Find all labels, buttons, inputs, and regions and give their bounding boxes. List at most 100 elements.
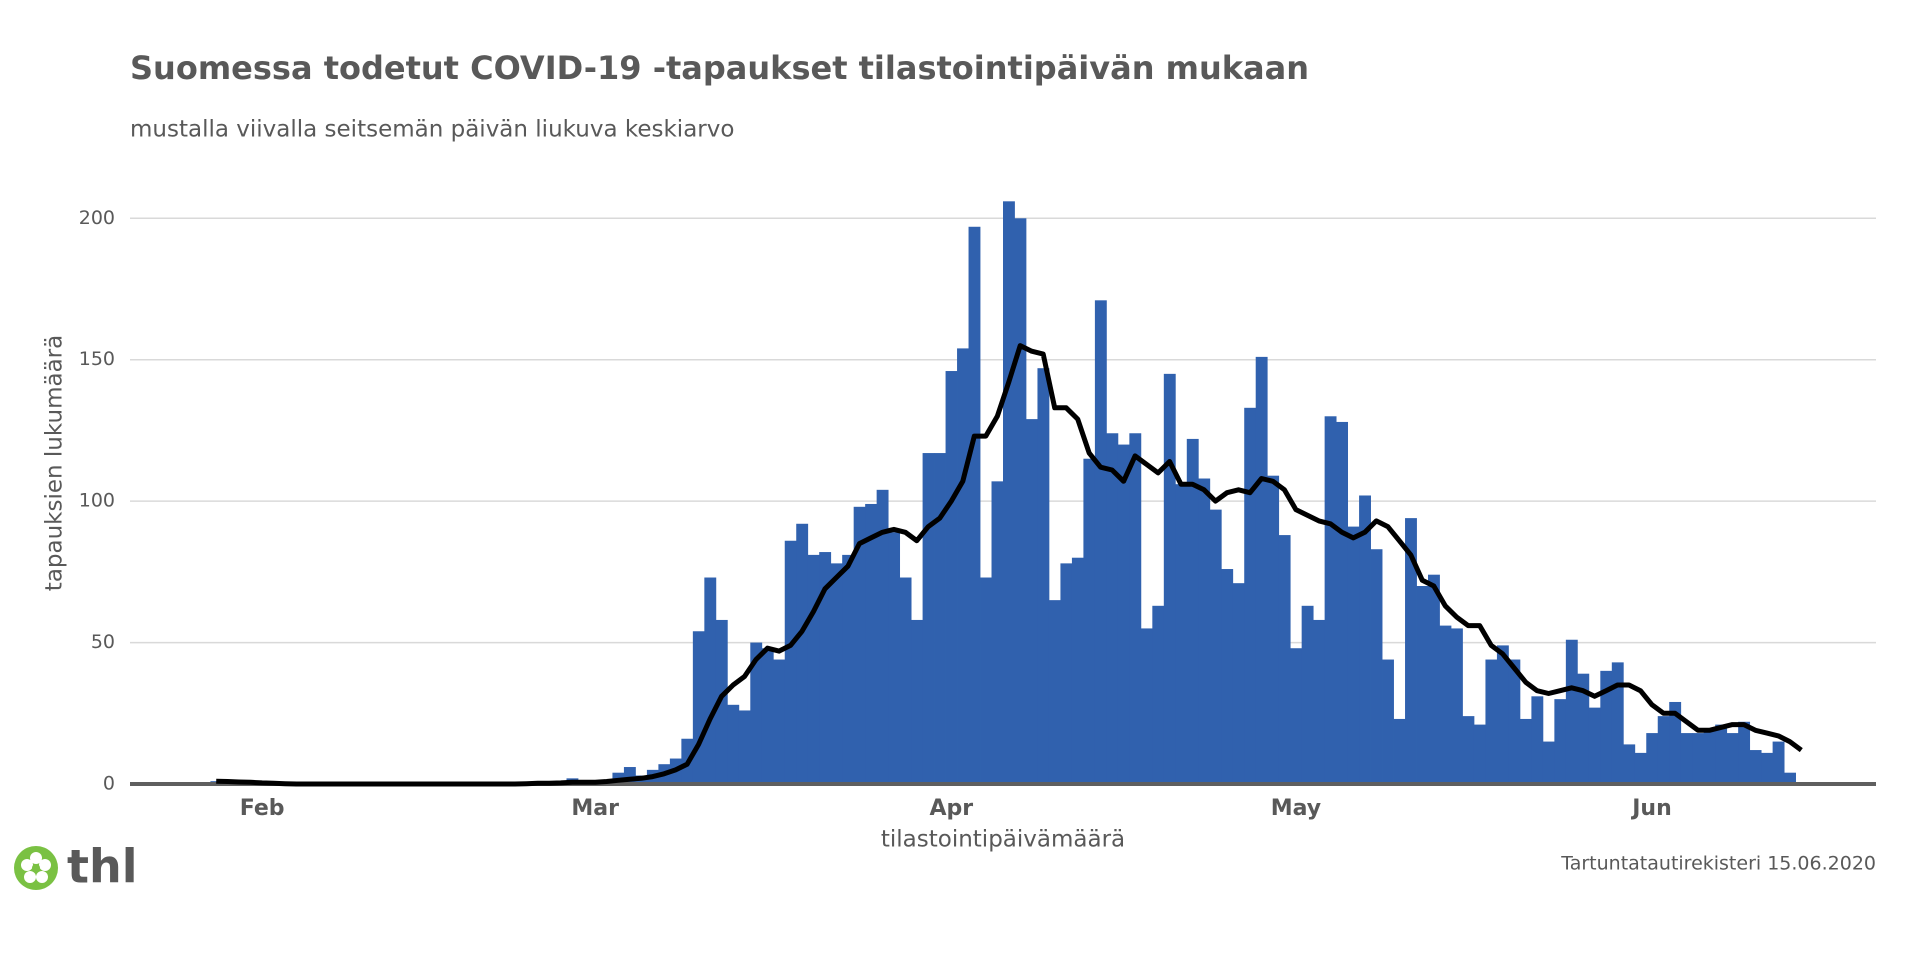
bar bbox=[1382, 659, 1394, 784]
moving-average-line bbox=[216, 343, 1803, 787]
bar bbox=[1117, 444, 1130, 784]
bar bbox=[1313, 619, 1326, 784]
bar bbox=[1393, 718, 1406, 784]
bar bbox=[1060, 563, 1073, 784]
bar bbox=[1761, 752, 1774, 784]
bar bbox=[1508, 659, 1521, 784]
bar bbox=[773, 659, 786, 784]
bar bbox=[1048, 600, 1061, 784]
bar bbox=[1267, 475, 1280, 784]
bar bbox=[1359, 495, 1371, 784]
chart-subtitle: mustalla viivalla seitsemän päivän liuku… bbox=[130, 117, 734, 143]
bar bbox=[1140, 628, 1153, 784]
bar bbox=[1198, 478, 1211, 784]
y-tick-label: 50 bbox=[91, 631, 115, 653]
bar bbox=[1623, 744, 1636, 784]
bar bbox=[1324, 416, 1337, 784]
bar bbox=[1416, 586, 1429, 784]
bar bbox=[1106, 433, 1119, 784]
bar bbox=[1221, 569, 1234, 784]
bar bbox=[807, 554, 820, 784]
bar bbox=[1428, 574, 1440, 784]
source-note: Tartuntatautirekisteri 15.06.2020 bbox=[1560, 853, 1876, 875]
x-tick-label: Jun bbox=[1630, 796, 1672, 821]
bar bbox=[1186, 438, 1199, 784]
bar bbox=[1290, 648, 1303, 784]
bar bbox=[1542, 741, 1555, 784]
bar bbox=[1301, 605, 1314, 784]
bar bbox=[623, 767, 636, 784]
bar bbox=[1600, 670, 1613, 784]
bar bbox=[1094, 300, 1107, 784]
y-tick-label: 0 bbox=[103, 773, 115, 795]
bar bbox=[1749, 750, 1762, 784]
bar bbox=[1738, 721, 1751, 784]
x-tick-label: May bbox=[1271, 796, 1321, 821]
logo-icon bbox=[14, 846, 58, 890]
bar bbox=[1037, 368, 1050, 784]
bar bbox=[692, 631, 705, 784]
bar bbox=[1439, 625, 1452, 784]
bar bbox=[888, 532, 901, 784]
bar bbox=[1232, 583, 1245, 784]
bar bbox=[1209, 509, 1222, 784]
bar bbox=[1083, 458, 1096, 784]
x-axis-label: tilastointipäivämäärä bbox=[881, 827, 1125, 853]
bar bbox=[922, 453, 935, 784]
bar bbox=[1565, 639, 1578, 784]
bar bbox=[1014, 218, 1027, 785]
bar bbox=[796, 523, 809, 784]
bar bbox=[957, 348, 969, 784]
bar bbox=[1405, 518, 1417, 784]
bar bbox=[738, 710, 751, 784]
bar bbox=[911, 619, 923, 784]
bar bbox=[1680, 733, 1693, 784]
bar bbox=[1485, 659, 1498, 784]
bar bbox=[1071, 557, 1084, 784]
bar bbox=[1278, 535, 1291, 784]
y-tick-label: 150 bbox=[79, 348, 115, 370]
bar bbox=[1175, 484, 1188, 784]
bar bbox=[1784, 772, 1796, 784]
bar bbox=[1669, 701, 1682, 784]
y-axis-label: tapauksien lukumäärä bbox=[42, 335, 68, 591]
bar bbox=[1531, 696, 1544, 784]
bar bbox=[1588, 707, 1601, 784]
chart-title: Suomessa todetut COVID-19 -tapaukset til… bbox=[130, 49, 1309, 87]
bar bbox=[784, 540, 797, 784]
bar bbox=[1347, 526, 1360, 784]
bar bbox=[1244, 407, 1257, 784]
bar bbox=[704, 577, 717, 784]
bar bbox=[1772, 741, 1785, 784]
y-tick-label: 200 bbox=[79, 207, 115, 229]
logo-text: thl bbox=[67, 840, 138, 894]
bar bbox=[1646, 733, 1659, 784]
bar bbox=[1129, 433, 1142, 784]
bar bbox=[1692, 733, 1705, 784]
bar bbox=[1554, 699, 1567, 784]
bar bbox=[750, 642, 763, 784]
bar bbox=[1450, 628, 1463, 784]
bar bbox=[1657, 716, 1670, 784]
bar bbox=[1025, 419, 1038, 784]
bar bbox=[819, 552, 832, 784]
bar bbox=[761, 648, 774, 784]
bar bbox=[1634, 752, 1647, 784]
y-tick-label: 100 bbox=[79, 490, 115, 512]
bar bbox=[1715, 724, 1728, 784]
x-tick-label: Apr bbox=[929, 796, 973, 821]
bar bbox=[1163, 373, 1176, 784]
bar bbox=[980, 577, 992, 784]
bar bbox=[1703, 730, 1716, 784]
bar bbox=[899, 577, 912, 784]
bar bbox=[1152, 605, 1165, 784]
bar bbox=[1496, 645, 1509, 784]
bar bbox=[991, 481, 1004, 784]
bar bbox=[968, 226, 981, 784]
bar bbox=[715, 619, 728, 784]
bar bbox=[876, 489, 889, 784]
bar bbox=[945, 371, 958, 784]
bar bbox=[1462, 716, 1475, 784]
